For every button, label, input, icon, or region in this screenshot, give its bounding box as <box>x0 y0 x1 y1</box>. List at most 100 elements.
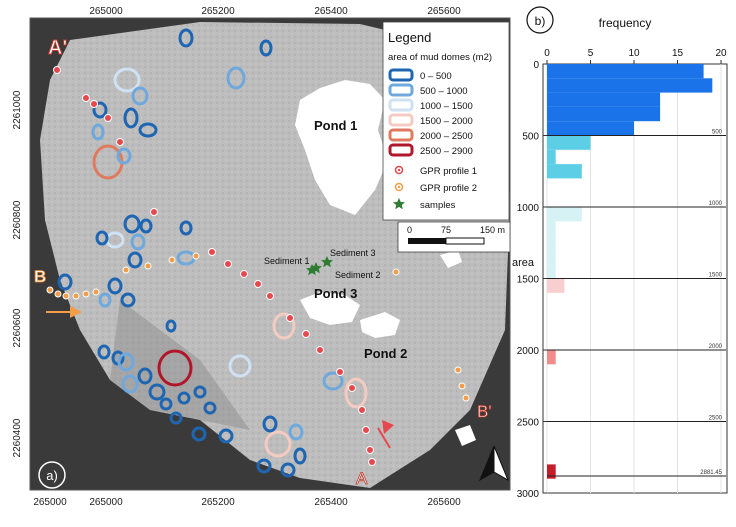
mud-dome <box>107 277 123 295</box>
mud-dome <box>116 147 132 165</box>
histogram-bar <box>547 78 713 93</box>
mud-dome <box>123 107 139 129</box>
histogram-bar <box>547 92 661 107</box>
sample-label-1: Sediment 1 <box>264 256 310 266</box>
mud-dome <box>57 273 73 291</box>
mud-dome <box>159 397 173 411</box>
pond-2-label: Pond 2 <box>364 346 407 361</box>
gpr-point <box>46 286 54 294</box>
legend-classes: 0 – 500 500 – 1000 1000 – 1500 1500 – 2000 2… <box>388 68 473 157</box>
legend-box <box>382 21 510 221</box>
mud-dome <box>218 428 234 444</box>
y-tick-label: 2261000 <box>12 90 23 129</box>
gpr-point <box>82 290 90 298</box>
y-tick-label: 0 <box>533 60 539 71</box>
gpr-point <box>392 268 400 276</box>
x-tick-label: 265200 <box>201 6 235 17</box>
mud-dome <box>262 415 278 433</box>
mud-dome <box>92 101 108 119</box>
dark-patch <box>110 300 250 430</box>
mud-dome <box>169 411 183 425</box>
mud-dome <box>280 462 296 478</box>
gpr-point <box>92 288 100 296</box>
mud-dome <box>191 426 207 442</box>
mud-dome <box>322 371 344 391</box>
profile-b-arrow <box>46 306 82 318</box>
y-tick-label: 2500 <box>517 418 540 429</box>
profile-label-b-prime: B' <box>477 402 492 421</box>
mud-dome <box>139 218 153 234</box>
mud-dome <box>272 312 296 340</box>
threshold-label: 1500 <box>709 273 723 279</box>
histogram-xlabel: frequency <box>599 16 652 30</box>
pond-1-label: Pond 1 <box>314 118 357 133</box>
histogram-bar <box>547 64 704 79</box>
legend-marker-swatch <box>393 198 405 210</box>
histogram-bar <box>547 235 556 250</box>
profile-label-b: B <box>34 267 46 286</box>
gpr-point <box>266 292 274 300</box>
scalebar-label: 75 <box>441 225 451 235</box>
mud-dome <box>259 39 273 57</box>
histogram-thresholds: 500 1000 1500 2000 2500 2881.45 <box>547 130 726 477</box>
y-tick-label: 2260400 <box>12 418 23 457</box>
sample-label-2: Sediment 2 <box>335 270 381 280</box>
gpr-point <box>62 292 70 300</box>
legend-marker-dot <box>397 185 401 189</box>
mud-dome <box>288 423 304 441</box>
gpr-profile-1 <box>53 66 376 466</box>
legend: Legend area of mud domes (m2) 0 – 500 500… <box>382 21 510 221</box>
mud-dome <box>137 367 153 385</box>
histogram-bar <box>547 278 565 293</box>
legend-marker-label: GPR profile 2 <box>420 183 477 194</box>
mud-dome <box>228 354 252 378</box>
x-tick-label: 0 <box>544 48 550 59</box>
gpr-point <box>316 346 324 354</box>
histogram-bar <box>547 464 556 479</box>
legend-subtitle: area of mud domes (m2) <box>388 52 492 63</box>
gpr-point <box>286 314 294 322</box>
north-arrow-icon <box>478 445 510 482</box>
histogram-bar <box>547 149 556 165</box>
mud-dome <box>131 86 149 106</box>
panel-label-a-circle <box>38 461 66 489</box>
x-tick-label: 265400 <box>314 6 348 17</box>
mud-dome <box>344 377 368 409</box>
x-tick-label-bottom: 265000 <box>33 497 67 508</box>
gpr-profile-2 <box>46 252 470 402</box>
legend-class-label: 500 – 1000 <box>420 86 468 97</box>
legend-marker-label: GPR profile 1 <box>420 166 477 177</box>
gpr-point <box>362 426 370 434</box>
histogram-x-ticks: 0 5 10 15 20 <box>544 48 727 64</box>
gpr-point <box>54 290 62 298</box>
mud-dome <box>193 385 207 399</box>
x-tick-label: 5 <box>588 48 594 59</box>
scalebar-box <box>397 221 511 253</box>
histogram-bar <box>547 264 556 279</box>
x-tick-label: 20 <box>715 48 727 59</box>
mud-dome <box>120 292 136 308</box>
legend-class-label: 2000 – 2500 <box>420 131 473 142</box>
panel-label-a: a) <box>46 468 58 483</box>
legend-markers: GPR profile 1 GPR profile 2 samples <box>393 165 477 211</box>
x-tick-label-bottom: 265200 <box>201 497 235 508</box>
profile-label-a-prime: A' <box>48 37 67 59</box>
gpr-point <box>358 406 366 414</box>
legend-class-label: 1000 – 1500 <box>420 101 473 112</box>
histogram-bar <box>547 164 582 179</box>
legend-class-swatch <box>388 68 414 82</box>
mud-dome <box>98 292 112 308</box>
legend-marker-label: samples <box>420 200 456 211</box>
pond-1-shape <box>295 80 388 215</box>
gpr-point <box>458 382 466 390</box>
gpr-point <box>168 256 176 264</box>
y-tick-label: 2260800 <box>12 200 23 239</box>
mud-dome <box>138 122 158 138</box>
pond-3-fragment <box>360 312 400 338</box>
x-tick-label-bottom: 265000 <box>89 497 123 508</box>
mud-dome <box>130 233 146 251</box>
pond-2-fragment <box>440 250 462 268</box>
legend-class-label: 0 – 500 <box>420 71 452 82</box>
histogram-bar <box>547 207 582 222</box>
